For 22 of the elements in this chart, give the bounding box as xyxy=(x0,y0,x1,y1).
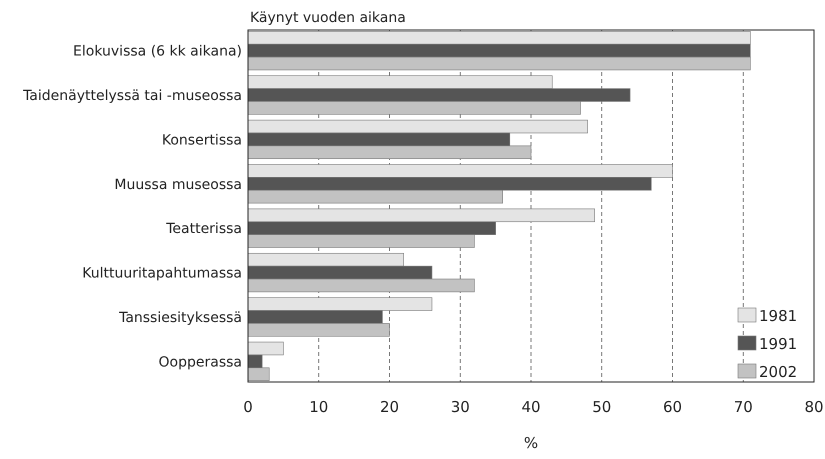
legend-label: 2002 xyxy=(759,363,798,381)
x-tick-label: 80 xyxy=(804,398,824,416)
y-tick-label: Elokuvissa (6 kk aikana) xyxy=(73,44,242,60)
chart-title: Käynyt vuoden aikana xyxy=(250,10,406,26)
x-tick-label: 30 xyxy=(450,398,470,416)
x-tick-label: 20 xyxy=(380,398,400,416)
x-tick-label: 10 xyxy=(309,398,328,416)
y-tick-label: Kulttuuritapahtumassa xyxy=(82,266,242,282)
x-axis-title: % xyxy=(524,434,538,452)
x-tick-label: 0 xyxy=(243,398,253,416)
y-tick-label: Oopperassa xyxy=(158,354,242,370)
y-tick-label: Konsertissa xyxy=(162,132,242,148)
x-tick-label: 50 xyxy=(592,398,612,416)
legend-label: 1991 xyxy=(759,335,798,353)
legend-label: 1981 xyxy=(759,307,798,325)
x-tick-label: 40 xyxy=(521,398,541,416)
y-tick-label: Taidenäyttelyssä tai -museossa xyxy=(22,88,242,104)
x-tick-label: 60 xyxy=(662,398,682,416)
x-tick-label: 70 xyxy=(734,398,753,416)
y-tick-label: Muussa museossa xyxy=(114,176,242,193)
y-tick-label: Teatterissa xyxy=(165,221,242,238)
y-tick-label: Tanssiesityksessä xyxy=(118,310,242,326)
